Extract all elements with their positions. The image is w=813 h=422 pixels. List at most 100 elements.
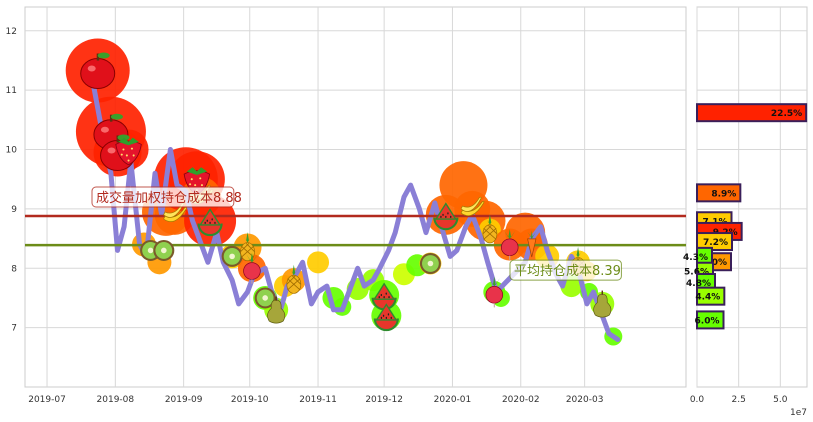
watermelon-seed <box>388 295 390 299</box>
reference-line-label: 平均持仓成本8.39 <box>509 259 622 281</box>
watermelon-icon <box>197 208 223 237</box>
distribution-bar <box>696 183 742 203</box>
pear-body <box>267 299 286 324</box>
carrot-leaves <box>527 230 536 239</box>
kiwi-icon <box>254 287 276 309</box>
radish-leaves <box>488 276 500 287</box>
distribution-bar-label: 8.9% <box>711 189 736 199</box>
pear-body <box>593 293 612 318</box>
watermelon-flesh <box>375 318 397 330</box>
pineapple-crown <box>572 246 584 258</box>
watermelon-seed <box>382 314 385 317</box>
watermelon-seed <box>387 313 390 316</box>
distribution-bar-label: 4.3% <box>683 253 708 263</box>
apple-leaf <box>110 113 123 120</box>
strawberry-seed <box>200 184 203 187</box>
price-line <box>90 81 621 342</box>
distribution-bar <box>696 232 733 252</box>
distribution-bar <box>696 310 725 330</box>
pear-icon <box>267 296 286 324</box>
y-tick-label: 8 <box>11 264 17 274</box>
watermelon-icon <box>371 282 397 311</box>
distribution-bar-label: 7.2% <box>703 238 728 248</box>
watermelon-slice <box>375 303 398 321</box>
apple-stem <box>96 53 100 61</box>
watermelon-slice <box>199 208 222 226</box>
kiwi-icon <box>419 253 441 274</box>
watermelon-seed <box>447 212 449 215</box>
distribution-bar-label: 6.0% <box>695 316 720 326</box>
apple-stem <box>116 135 120 143</box>
watermelon-flesh <box>373 297 395 309</box>
strawberry-seed <box>130 147 133 150</box>
apple-icon <box>80 52 116 90</box>
reference-line-label: 成交量加权持仓成本8.88 <box>91 186 242 208</box>
side-x-tick-label: 2.5 <box>732 395 746 405</box>
reference-label-box <box>509 259 622 281</box>
distribution-bar-label: 22.5% <box>771 109 802 119</box>
strawberry-icon <box>115 137 142 166</box>
distribution-bar <box>696 286 726 306</box>
apple-leaf <box>97 52 110 59</box>
watermelon-icon <box>373 303 399 332</box>
pineapple-icon <box>240 232 255 262</box>
radish-body <box>500 238 519 257</box>
distribution-bar-label: 4.8% <box>686 279 711 289</box>
side-x-tick-label: 5.0 <box>773 395 788 405</box>
watermelon-flesh <box>435 217 457 229</box>
kiwi-core <box>262 295 268 301</box>
pineapple-pattern <box>482 225 498 240</box>
kiwi-icon <box>153 239 175 261</box>
strawberry-seed <box>190 178 193 181</box>
watermelon-seed <box>380 293 383 297</box>
distribution-bar-label: 7.0% <box>702 258 727 268</box>
watermelon-icon <box>433 202 459 231</box>
pineapple-crown <box>288 264 300 276</box>
strawberry-body <box>115 140 142 166</box>
distribution-bar-label: 5.6% <box>684 268 709 278</box>
watermelon-seed <box>378 295 380 299</box>
y-tick-label: 10 <box>6 146 18 156</box>
pear-stem <box>275 296 277 301</box>
watermelon-seed <box>209 221 211 224</box>
y-tick-label: 7 <box>11 324 17 334</box>
reference-label-text: 成交量加权持仓成本8.88 <box>96 190 242 206</box>
radish-leaves <box>246 252 258 263</box>
watermelon-seed <box>214 221 216 224</box>
x-tick-label: 2019-12 <box>365 395 403 405</box>
radish-leaves <box>504 229 516 239</box>
y-tick-label: 11 <box>6 86 17 96</box>
kiwi-core <box>161 247 167 254</box>
strawberry-seed <box>194 184 197 187</box>
watermelon-seed <box>211 218 213 221</box>
strawberry-seed <box>189 183 192 186</box>
strawberry-seed <box>122 148 125 151</box>
watermelon-seed <box>445 215 447 219</box>
watermelon-seed <box>385 292 387 295</box>
pineapple-crown <box>484 214 496 225</box>
pineapple-icon <box>286 264 302 294</box>
x-tick-label: 2019-07 <box>28 395 66 405</box>
x-tick-label: 2019-09 <box>165 395 203 405</box>
watermelon-seed <box>390 316 392 319</box>
marker-icons <box>80 52 612 332</box>
x-tick-label: 2020-02 <box>502 395 540 405</box>
pineapple-pattern <box>240 242 255 258</box>
radish-body <box>485 286 504 304</box>
distribution-bar <box>696 103 808 123</box>
pineapple-pattern <box>286 275 302 291</box>
strawberry-leaves <box>118 137 139 146</box>
chip-distribution-plot: 0.02.55.01e722.5%8.9%7.1%9.2%7.2%7.0%4.3… <box>683 6 808 418</box>
x-tick-label: 2019-11 <box>299 395 337 405</box>
kiwi-icon <box>221 245 243 267</box>
pear-icon <box>593 290 612 318</box>
strawberry-seed <box>125 154 128 157</box>
radish-icon <box>243 252 261 284</box>
radish-body <box>243 262 261 280</box>
watermelon-seed <box>440 215 442 219</box>
radish-icon <box>500 229 519 260</box>
kiwi-core <box>427 260 434 267</box>
distribution-bar-label: 4.4% <box>695 293 720 303</box>
reference-label-box <box>91 186 235 208</box>
